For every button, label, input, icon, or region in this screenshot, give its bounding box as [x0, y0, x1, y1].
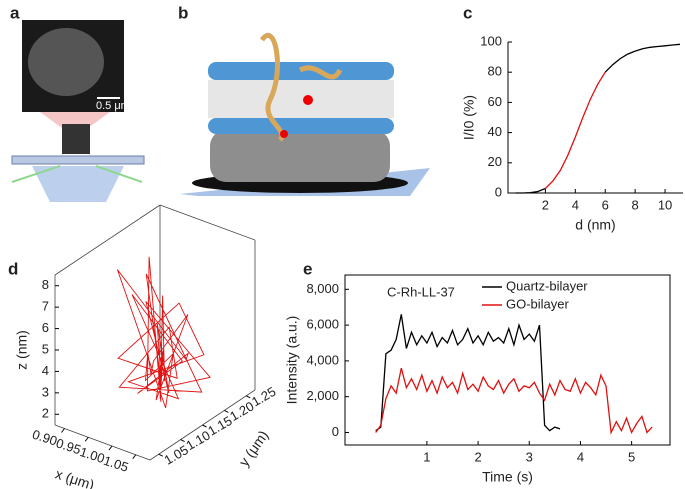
y-tick — [202, 424, 207, 428]
annotation: C-Rh-LL-37 — [387, 284, 455, 299]
x-tick — [61, 428, 65, 433]
laser — [11, 165, 143, 183]
y-tick-label: 60 — [488, 94, 502, 109]
y-tick-label: 2,000 — [306, 388, 339, 403]
x-tick — [84, 436, 89, 442]
z-tick-label: 6 — [42, 320, 49, 335]
x-tick-label: 2 — [474, 449, 481, 464]
x-axis-label: d (nm) — [575, 217, 615, 233]
box-edge — [159, 204, 256, 241]
x-tick-label: 10 — [658, 197, 672, 212]
y-tick — [224, 409, 229, 413]
y-tick — [158, 453, 163, 457]
lower-layer — [210, 130, 390, 182]
y-tick — [246, 395, 251, 399]
dye — [303, 95, 313, 105]
series-line — [515, 43, 681, 194]
x-tick-label: 6 — [602, 197, 609, 212]
legend-label: GO-bilayer — [506, 296, 570, 311]
y-tick-label: 4,000 — [306, 352, 339, 367]
objective — [62, 124, 90, 154]
scale-bar-label: 0.5 μm — [96, 100, 130, 112]
y-tick-label: 8,000 — [306, 281, 339, 296]
x-tick — [132, 454, 137, 460]
z-axis-label: z (nm) — [14, 330, 30, 370]
y-tick-label: 40 — [488, 124, 502, 139]
y-axis-label: Intensity (a.u.) — [284, 316, 300, 405]
x-tick-label: 0.90 — [30, 427, 59, 449]
x-tick-label: 4 — [577, 449, 584, 464]
box-edge — [54, 424, 151, 461]
series-line — [375, 314, 561, 432]
panel-label: d — [8, 259, 18, 278]
x-tick — [108, 445, 113, 451]
y-tick-label: 6,000 — [306, 317, 339, 332]
y-tick-label: 80 — [488, 64, 502, 79]
z-tick-label: 7 — [42, 299, 49, 314]
prism — [32, 166, 124, 202]
y-axis-label: I/I0 (%) — [461, 95, 477, 140]
y-tick-label: 100 — [480, 33, 502, 48]
x-tick-label: 2 — [542, 197, 549, 212]
x-tick-label: 5 — [628, 449, 635, 464]
x-tick-label: 8 — [632, 197, 639, 212]
z-tick-label: 3 — [42, 384, 49, 399]
panel-label: a — [10, 3, 20, 22]
y-tick — [180, 439, 185, 443]
dye — [280, 130, 288, 138]
x-tick-label: 1.05 — [102, 453, 131, 475]
y-tick-label: 0 — [332, 424, 339, 439]
panel-label: c — [463, 3, 472, 22]
peptide — [259, 32, 343, 142]
panel-label: b — [178, 3, 188, 22]
trajectory — [116, 256, 211, 409]
x-tick-label: 1 — [423, 449, 430, 464]
x-tick-label: 3 — [526, 449, 533, 464]
x-axis-label: Time (s) — [482, 469, 533, 485]
y-tick-label: 0 — [495, 184, 502, 199]
x-tick-label: 1.00 — [78, 444, 107, 466]
x-tick-label: 0.95 — [54, 435, 83, 457]
y-axis-label: y (μm) — [235, 427, 271, 469]
box-edge — [54, 204, 161, 276]
z-tick-label: 2 — [42, 406, 49, 421]
lipid-tails — [208, 80, 394, 118]
slide — [11, 155, 145, 165]
x-axis-label: x (μm) — [53, 465, 96, 489]
bottom-headgroups — [208, 118, 394, 134]
axes — [507, 42, 683, 194]
x-tick-label: 4 — [572, 197, 579, 212]
legend-label: Quartz-bilayer — [506, 278, 588, 293]
z-tick-label: 4 — [42, 363, 49, 378]
series-line — [544, 71, 606, 189]
panel-label: e — [303, 259, 312, 278]
beam — [40, 112, 110, 128]
z-tick-label: 8 — [42, 277, 49, 292]
z-tick-label: 5 — [42, 341, 49, 356]
y-tick-label: 1.25 — [249, 384, 278, 410]
y-tick-label: 20 — [488, 154, 502, 169]
plot-frame — [344, 274, 671, 446]
vesicle — [28, 28, 104, 96]
series-line — [375, 367, 653, 435]
